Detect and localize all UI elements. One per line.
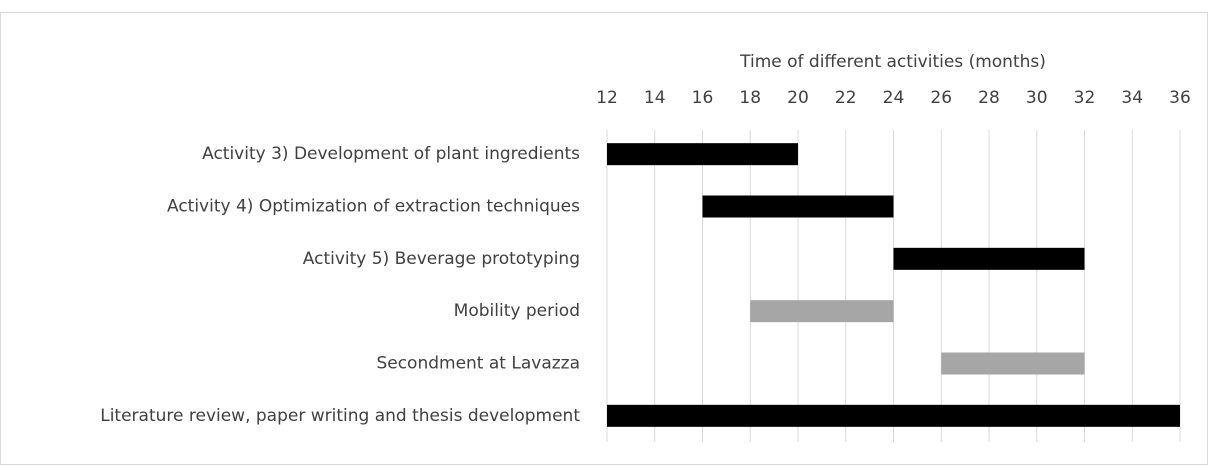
axis-title: Time of different activities (months) [739, 52, 1046, 72]
bar [607, 404, 1180, 427]
x-tick-label: 36 [1169, 88, 1191, 108]
bar [893, 247, 1085, 270]
x-tick-label: 14 [644, 88, 666, 108]
y-tick-label: Activity 4) Optimization of extraction t… [167, 197, 580, 217]
x-tick-label: 34 [1121, 88, 1143, 108]
chart-border [0, 12, 1208, 465]
bar [941, 352, 1085, 375]
y-tick-label: Literature review, paper writing and the… [100, 406, 580, 426]
x-tick-label: 28 [978, 88, 1000, 108]
x-tick-label: 12 [596, 88, 618, 108]
x-tick-label: 22 [835, 88, 857, 108]
x-tick-label: 24 [883, 88, 905, 108]
y-tick-label: Activity 5) Beverage prototyping [303, 249, 580, 269]
bar [607, 143, 798, 166]
x-tick-label: 20 [787, 88, 809, 108]
y-tick-label: Mobility period [454, 301, 580, 321]
bar [702, 195, 894, 218]
y-tick-label: Activity 3) Development of plant ingredi… [202, 144, 580, 164]
x-tick-label: 18 [739, 88, 761, 108]
x-tick-label: 30 [1026, 88, 1048, 108]
y-tick-label: Secondment at Lavazza [376, 354, 580, 374]
x-tick-label: 16 [692, 88, 714, 108]
bar [750, 300, 894, 323]
x-tick-label: 26 [930, 88, 952, 108]
x-tick-label: 32 [1074, 88, 1096, 108]
